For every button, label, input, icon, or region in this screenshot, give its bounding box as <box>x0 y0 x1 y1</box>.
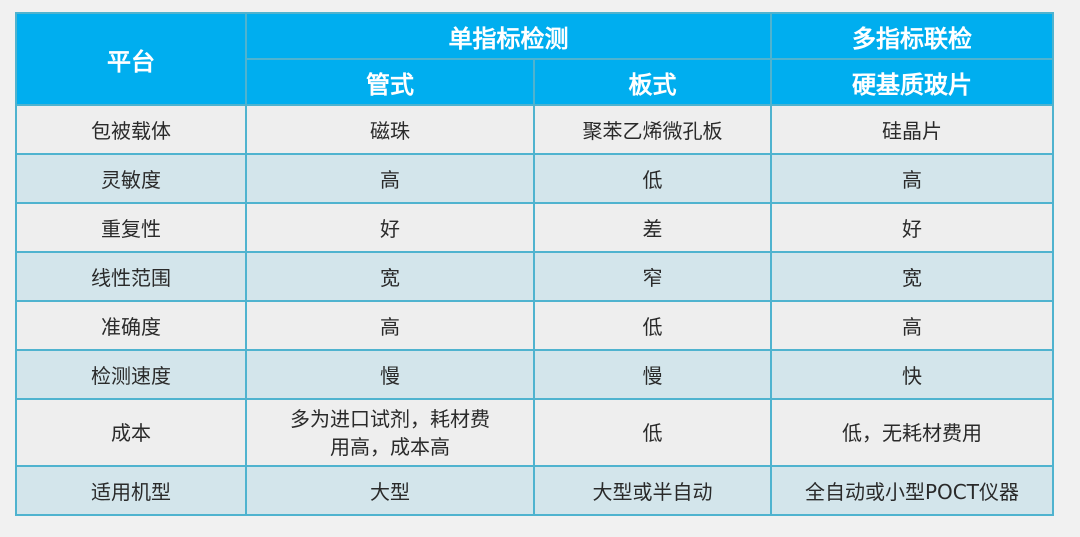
table-row: 灵敏度高低高 <box>15 153 1054 204</box>
cell-label: 适用机型 <box>15 465 247 516</box>
cell-plate: 低 <box>533 300 772 351</box>
cell-plate: 聚苯乙烯微孔板 <box>533 104 772 155</box>
header-single-index: 单指标检测 <box>245 12 772 60</box>
cell-plate: 低 <box>533 153 772 204</box>
cell-plate: 窄 <box>533 251 772 302</box>
cell-label: 成本 <box>15 398 247 467</box>
cell-tube: 宽 <box>245 251 535 302</box>
cell-chip: 高 <box>770 153 1054 204</box>
header-tube: 管式 <box>245 58 535 106</box>
table-row: 包被载体 磁珠 聚苯乙烯微孔板 硅晶片 <box>15 104 1054 155</box>
cell-tube: 高 <box>245 300 535 351</box>
cell-chip: 快 <box>770 349 1054 400</box>
cell-tube: 磁珠 <box>245 104 535 155</box>
cell-label: 检测速度 <box>15 349 247 400</box>
table-row: 适用机型 大型 大型或半自动 全自动或小型POCT仪器 <box>15 465 1054 516</box>
table-row: 线性范围宽窄宽 <box>15 251 1054 302</box>
header-chip: 硬基质玻片 <box>770 58 1054 106</box>
cell-tube: 多为进口试剂，耗材费用高，成本高 <box>245 398 535 467</box>
table-row: 准确度高低高 <box>15 300 1054 351</box>
table-row: 检测速度慢慢快 <box>15 349 1054 400</box>
cell-label: 准确度 <box>15 300 247 351</box>
header-plate: 板式 <box>533 58 772 106</box>
cell-chip: 硅晶片 <box>770 104 1054 155</box>
cell-chip: 低，无耗材费用 <box>770 398 1054 467</box>
cell-chip: 宽 <box>770 251 1054 302</box>
cell-plate: 大型或半自动 <box>533 465 772 516</box>
cell-tube: 大型 <box>245 465 535 516</box>
cell-tube: 慢 <box>245 349 535 400</box>
header-platform: 平台 <box>15 12 247 106</box>
cell-plate: 差 <box>533 202 772 253</box>
table-row: 重复性好差好 <box>15 202 1054 253</box>
cell-plate: 低 <box>533 398 772 467</box>
cell-label: 灵敏度 <box>15 153 247 204</box>
cell-chip: 高 <box>770 300 1054 351</box>
cell-label: 包被载体 <box>15 104 247 155</box>
comparison-table: 平台 单指标检测 多指标联检 管式 板式 硬基质玻片 包被载体 磁珠 聚苯乙烯微孔板… <box>15 12 1054 516</box>
header-multi-index: 多指标联检 <box>770 12 1054 60</box>
cell-tube: 高 <box>245 153 535 204</box>
cell-chip: 全自动或小型POCT仪器 <box>770 465 1054 516</box>
cell-label: 重复性 <box>15 202 247 253</box>
cell-plate: 慢 <box>533 349 772 400</box>
cell-label: 线性范围 <box>15 251 247 302</box>
cell-chip: 好 <box>770 202 1054 253</box>
cell-tube: 好 <box>245 202 535 253</box>
table-row: 成本 多为进口试剂，耗材费用高，成本高低低，无耗材费用 <box>15 398 1054 467</box>
